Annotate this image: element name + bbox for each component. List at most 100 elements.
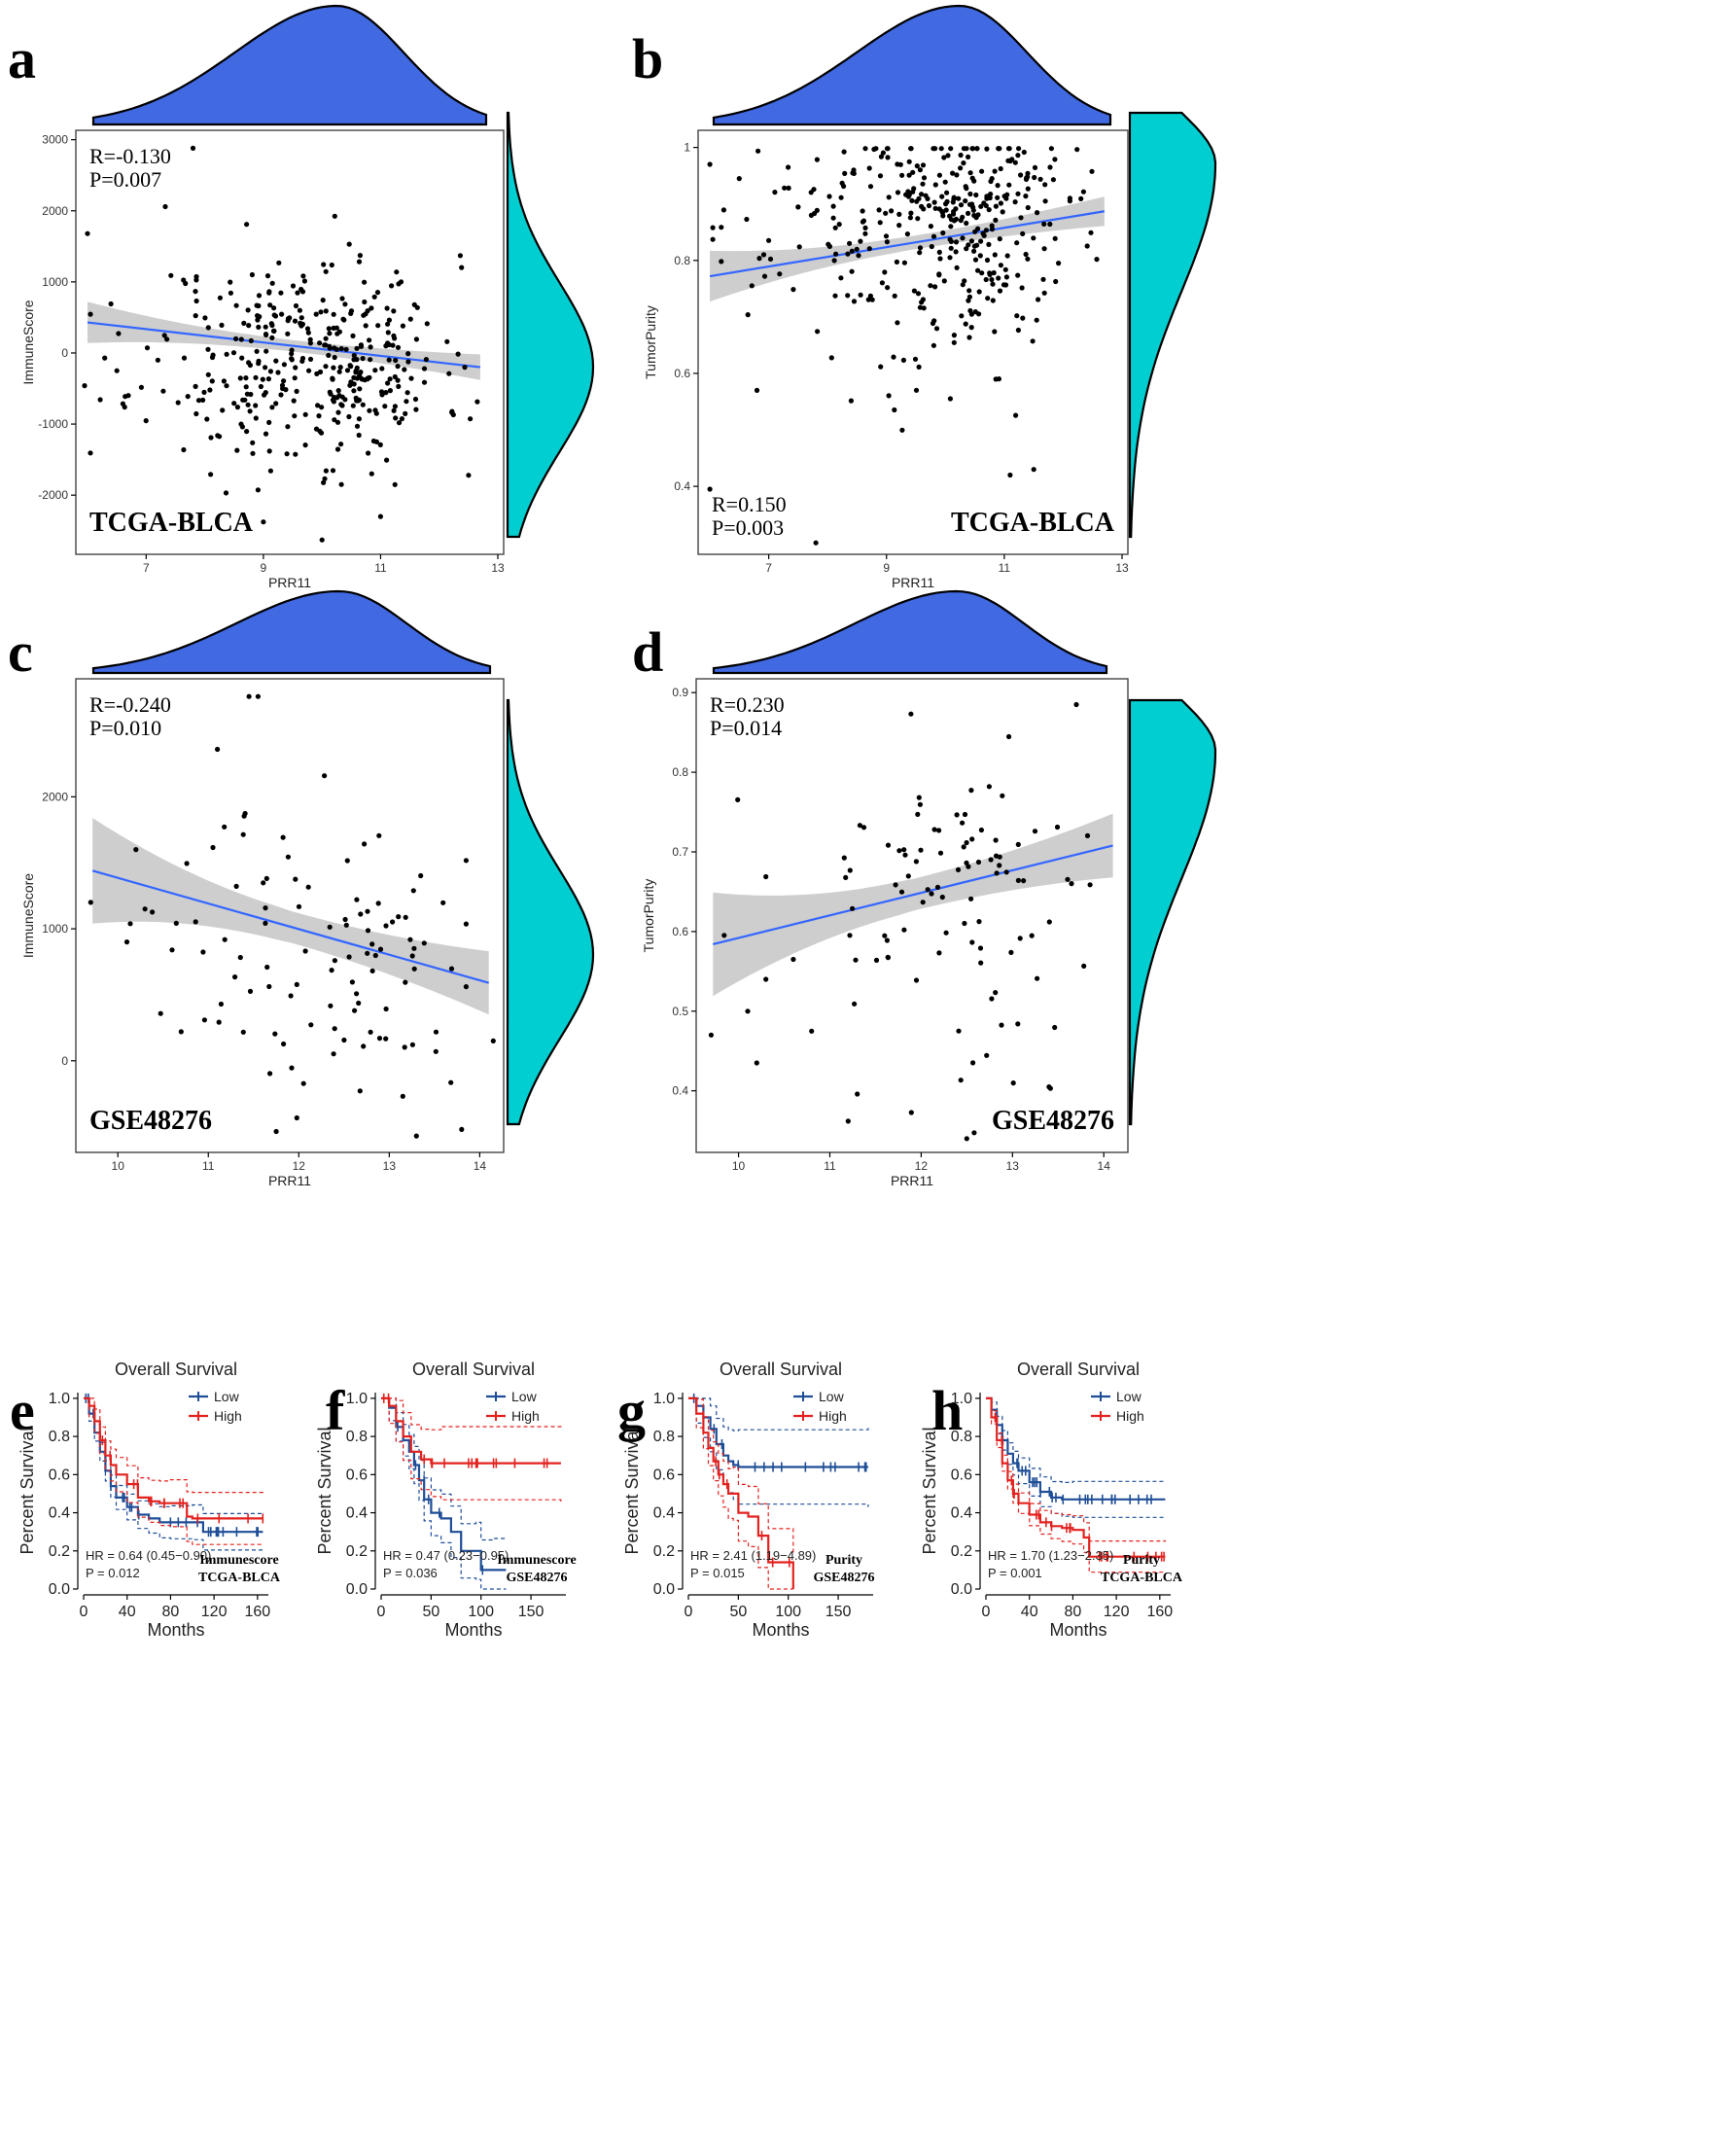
data-point <box>253 415 259 421</box>
data-point <box>980 230 986 236</box>
data-point <box>329 968 334 973</box>
data-point <box>332 417 337 423</box>
legend-label-high: High <box>1116 1408 1144 1424</box>
confidence-band <box>713 813 1113 997</box>
data-point <box>1084 243 1090 249</box>
data-point <box>155 357 160 363</box>
data-point <box>976 289 982 295</box>
data-point <box>366 450 371 456</box>
data-point <box>250 450 256 456</box>
data-point <box>825 241 831 247</box>
data-point <box>944 198 950 204</box>
data-point <box>375 323 381 329</box>
data-point <box>201 1017 207 1023</box>
data-point <box>410 888 416 894</box>
data-point <box>983 228 990 233</box>
x-tick-label: 0 <box>80 1604 88 1620</box>
data-point <box>338 442 344 447</box>
data-point <box>893 882 898 888</box>
data-point <box>1017 936 1023 941</box>
y-tick-label: 0.8 <box>49 1429 70 1445</box>
data-point <box>243 384 249 390</box>
x-tick-label: 50 <box>729 1604 747 1620</box>
data-point <box>947 213 953 219</box>
data-point <box>1007 472 1013 478</box>
data-point <box>808 190 814 195</box>
data-point <box>336 393 342 399</box>
data-point <box>968 788 974 794</box>
data-point <box>278 392 284 398</box>
data-point <box>914 163 920 169</box>
y-tick-label: 1000 <box>42 275 68 289</box>
data-point <box>173 920 179 927</box>
data-point <box>338 481 344 487</box>
data-point <box>860 208 865 214</box>
data-point <box>256 293 263 299</box>
x-density-curve <box>712 4 1112 126</box>
data-point <box>960 235 966 241</box>
survival-curve-low <box>688 1396 868 1468</box>
data-point <box>374 290 381 296</box>
data-point <box>1020 230 1026 236</box>
data-point <box>256 361 262 367</box>
data-point <box>368 357 373 363</box>
data-point <box>384 457 390 463</box>
data-point <box>994 853 1000 859</box>
data-point <box>358 370 364 375</box>
x-tick-label: 12 <box>915 1159 929 1173</box>
data-point <box>984 1052 990 1058</box>
data-point <box>930 320 936 327</box>
data-point <box>858 292 863 298</box>
data-point <box>357 386 363 392</box>
data-point <box>246 693 252 699</box>
data-point <box>313 311 319 317</box>
data-point <box>826 194 832 199</box>
data-point <box>915 291 922 297</box>
km-panel-e: e Overall Survival 0.0 0.2 0.4 0.6 0.8 1.0 0 40 80… <box>10 1360 281 1640</box>
data-point <box>241 320 247 326</box>
data-point <box>340 316 346 322</box>
x-tick-label: 13 <box>1006 1159 1020 1173</box>
data-point <box>327 924 333 930</box>
correlation-p: P=0.007 <box>89 167 161 192</box>
data-point <box>964 860 969 866</box>
data-point <box>1088 230 1094 235</box>
data-point <box>318 309 324 315</box>
data-point <box>1015 877 1021 884</box>
data-point <box>916 795 922 800</box>
data-point <box>993 990 999 996</box>
y-density-curve <box>1128 698 1217 1126</box>
data-point <box>1036 297 1041 302</box>
data-point <box>354 991 360 997</box>
data-point <box>207 387 213 393</box>
data-point <box>948 224 954 230</box>
data-point <box>931 146 936 152</box>
data-point <box>947 236 953 242</box>
data-point <box>978 960 984 966</box>
data-point <box>193 313 198 319</box>
data-point <box>971 248 977 254</box>
data-point <box>233 302 239 308</box>
data-point <box>255 487 261 493</box>
data-point <box>962 811 968 818</box>
x-tick-label: 80 <box>1065 1604 1082 1620</box>
data-point <box>977 253 983 259</box>
data-point <box>992 168 998 174</box>
data-point <box>358 342 364 348</box>
data-point <box>1078 195 1084 201</box>
data-point <box>244 391 250 397</box>
data-point <box>923 193 929 198</box>
data-point <box>85 230 90 236</box>
y-tick-label: 0.8 <box>951 1429 972 1445</box>
data-point <box>323 308 329 314</box>
data-point <box>845 293 851 299</box>
data-point <box>269 405 275 410</box>
data-point <box>316 413 322 419</box>
data-point <box>1041 290 1047 296</box>
data-point <box>307 356 314 362</box>
data-point <box>782 185 788 191</box>
data-point <box>813 540 819 546</box>
data-point <box>1021 149 1027 156</box>
data-point <box>255 693 261 699</box>
data-point <box>362 279 368 285</box>
